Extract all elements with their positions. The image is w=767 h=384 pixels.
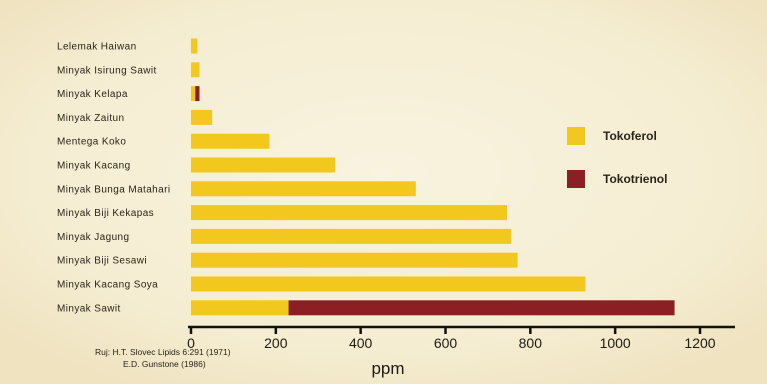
bar-tokoferol-4	[191, 133, 270, 149]
bar-tokoferol-7	[191, 205, 508, 221]
bar-tokoferol-0	[191, 38, 198, 54]
x-axis-label: ppm	[371, 359, 404, 378]
bar-tokoferol-5	[191, 157, 336, 173]
category-label: Lelemak Haiwan	[57, 42, 137, 53]
bar-tokoferol-3	[191, 109, 213, 125]
category-label: Minyak Kacang Soya	[57, 280, 158, 291]
category-label: Minyak Jagung	[57, 232, 129, 243]
bar-tokoferol-2	[191, 86, 196, 102]
legend: Tokoferol Tokotrienol	[567, 127, 667, 188]
category-label: Minyak Biji Sesawi	[57, 256, 147, 267]
bar-tokoferol-11	[191, 300, 289, 316]
legend-swatch-tokotrienol	[567, 170, 585, 188]
x-tick-label: 1000	[600, 335, 631, 351]
bar-tokoferol-9	[191, 252, 518, 268]
x-tick-label: 400	[349, 335, 373, 351]
category-labels: Lelemak Haiwan Minyak Isirung Sawit Minyak…	[57, 42, 170, 315]
x-tick-label: 600	[434, 335, 458, 351]
category-label: Mentega Koko	[57, 137, 126, 148]
x-tick-label: 0	[187, 335, 195, 351]
bar-tokoferol-6	[191, 181, 416, 197]
bars-layer	[191, 38, 675, 316]
bar-tokoferol-8	[191, 228, 512, 244]
source-line-2: E.D. Gunstone (1986)	[123, 359, 206, 369]
legend-swatch-tokoferol	[567, 127, 585, 145]
x-axis-ticks: 0 200 400 600 800 1000 1200	[187, 327, 716, 351]
category-label: Minyak Kelapa	[57, 89, 128, 100]
bar-tokoferol-1	[191, 62, 200, 78]
legend-label-tokoferol: Tokoferol	[603, 129, 657, 143]
bar-tokotrienol-2	[195, 86, 200, 102]
legend-label-tokotrienol: Tokotrienol	[603, 172, 667, 186]
source-line-1: Ruj: H.T. Slovec Lipids 6:291 (1971)	[95, 347, 231, 357]
x-tick-label: 200	[264, 335, 288, 351]
category-label: Minyak Bunga Matahari	[57, 184, 170, 195]
x-tick-label: 1200	[684, 335, 715, 351]
category-label: Minyak Isirung Sawit	[57, 65, 157, 76]
x-tick-label: 800	[519, 335, 543, 351]
category-label: Minyak Biji Kekapas	[57, 208, 154, 219]
bar-tokotrienol-11	[288, 300, 675, 316]
category-label: Minyak Zaitun	[57, 113, 124, 124]
category-label: Minyak Sawit	[57, 303, 121, 314]
bar-tokoferol-10	[191, 276, 586, 292]
category-label: Minyak Kacang	[57, 161, 131, 172]
